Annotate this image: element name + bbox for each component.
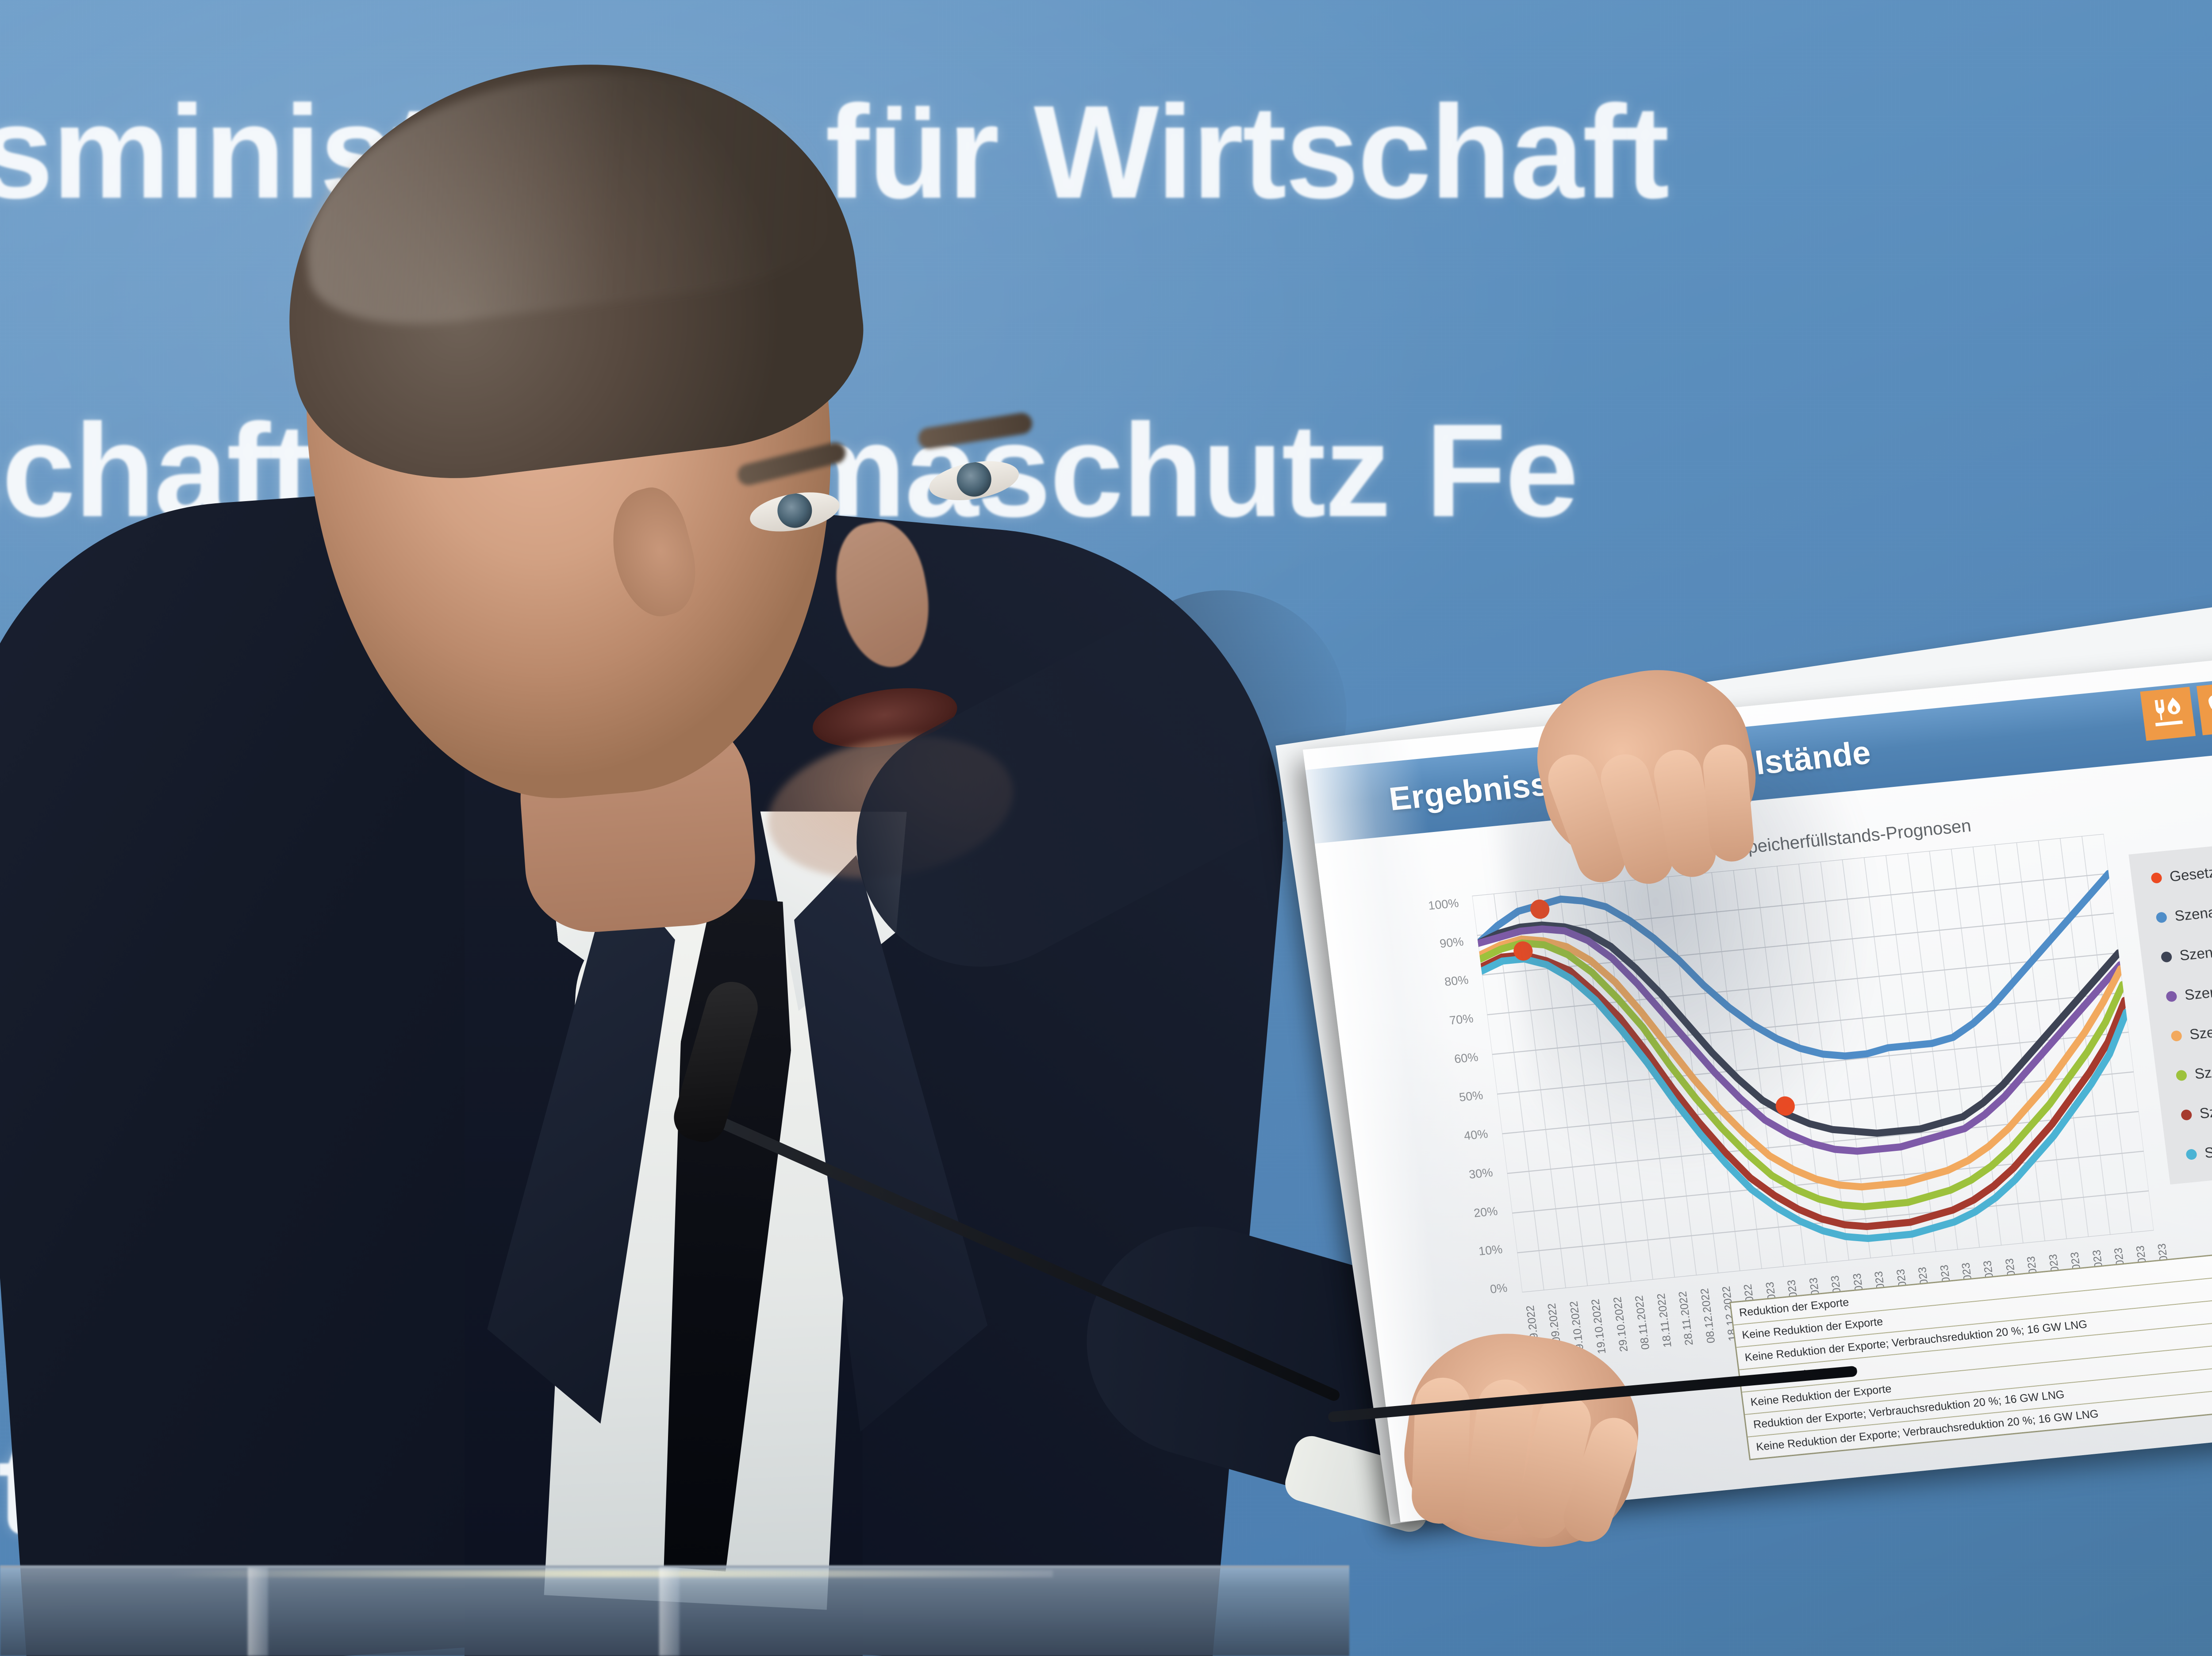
- y-tick-label: 100%: [1427, 896, 1460, 912]
- legend-label: Szenario 1.2: [2193, 1058, 2212, 1082]
- printed-slide: Ergebnisse Speicherfüllstände Speicherfü…: [1303, 645, 2212, 1522]
- agency-icon-strip: [2140, 670, 2212, 741]
- legend-item: Szenario 1.2.1: [2170, 1010, 2212, 1045]
- y-tick-label: 50%: [1458, 1089, 1484, 1104]
- y-tick-label: 0%: [1489, 1281, 1508, 1296]
- slide-title-bar: Ergebnisse Speicherfüllstände: [1305, 665, 2212, 844]
- x-tick-label: 08.11.2022: [1632, 1295, 1652, 1350]
- plot-area: [1472, 834, 2154, 1293]
- iris-right: [954, 459, 994, 499]
- legend-item: Szenario 2.2: [2185, 1129, 2212, 1163]
- iris-left: [774, 490, 815, 531]
- legend-color-dot: [2165, 990, 2177, 1002]
- legend-color-dot: [2185, 1148, 2197, 1161]
- legend-color-dot: [2160, 951, 2173, 963]
- plug-flame-icon: [2140, 686, 2196, 741]
- legend-label: Gesetzliche Ziele: [2169, 857, 2212, 885]
- glass-lectern: [0, 1565, 1349, 1656]
- legend-label: Szenario 2.1: [2183, 979, 2212, 1003]
- legend-item: Szenario 1.2: [2175, 1050, 2212, 1085]
- y-tick-label: 20%: [1473, 1204, 1498, 1220]
- y-tick-label: 60%: [1453, 1050, 1479, 1066]
- legend-item: Szenario 2.2.1: [2180, 1089, 2212, 1124]
- y-tick-label: 80%: [1444, 973, 1470, 989]
- legend-item: Szenario 1.1: [2155, 892, 2212, 927]
- legend-item: Szenario 2.1.1: [2160, 932, 2212, 966]
- y-tick-label: 90%: [1439, 935, 1465, 951]
- y-tick-label: 30%: [1468, 1165, 1494, 1181]
- legend-label: Szenario 1.2.1: [2189, 1017, 2212, 1043]
- chart-svg: [1472, 834, 2154, 1293]
- legend-label: Szenario 1.1: [2174, 900, 2212, 924]
- y-tick-label: 40%: [1463, 1127, 1489, 1143]
- eye-right: [926, 455, 1022, 506]
- eyebrow-right: [917, 411, 1034, 451]
- legend-color-dot: [2175, 1070, 2188, 1081]
- speaker-figure: [0, 33, 1489, 1656]
- eyebrow-left: [735, 440, 848, 488]
- x-tick-label: 08.12.2022: [1698, 1288, 1717, 1344]
- legend-label: Szenario 2.2.1: [2198, 1096, 2212, 1122]
- y-tick-label: 10%: [1478, 1242, 1503, 1258]
- x-tick-label: 19.10.2022: [1589, 1298, 1609, 1355]
- chart-container: Speicherfüllstands-Prognosen 100% 90% 80% 7…: [1376, 782, 2212, 1372]
- ear: [599, 480, 707, 625]
- legend-label: Szenario 2.2: [2204, 1137, 2212, 1161]
- lectern-post-left: [248, 1568, 268, 1656]
- legend-color-dot: [2170, 1030, 2183, 1042]
- x-tick-label: 28.11.2022: [1676, 1290, 1696, 1346]
- x-tick-label: 18.11.2022: [1655, 1292, 1674, 1348]
- finger: [1411, 1376, 1471, 1525]
- legend-label: Szenario 2.1.1: [2178, 938, 2212, 964]
- legend-color-dot: [2180, 1109, 2193, 1121]
- legend-color-dot: [2155, 912, 2168, 924]
- legend-color-dot: [2151, 872, 2163, 884]
- lectern-edge: [168, 1570, 1053, 1577]
- legend-item: Szenario 2.1: [2165, 971, 2212, 1005]
- telephone-icon: [2196, 681, 2212, 736]
- lectern-post-right: [659, 1568, 680, 1656]
- x-tick-label: 29.10.2022: [1611, 1296, 1631, 1353]
- y-tick-label: 70%: [1448, 1012, 1475, 1027]
- legend-item: Gesetzliche Ziele: [2150, 852, 2212, 887]
